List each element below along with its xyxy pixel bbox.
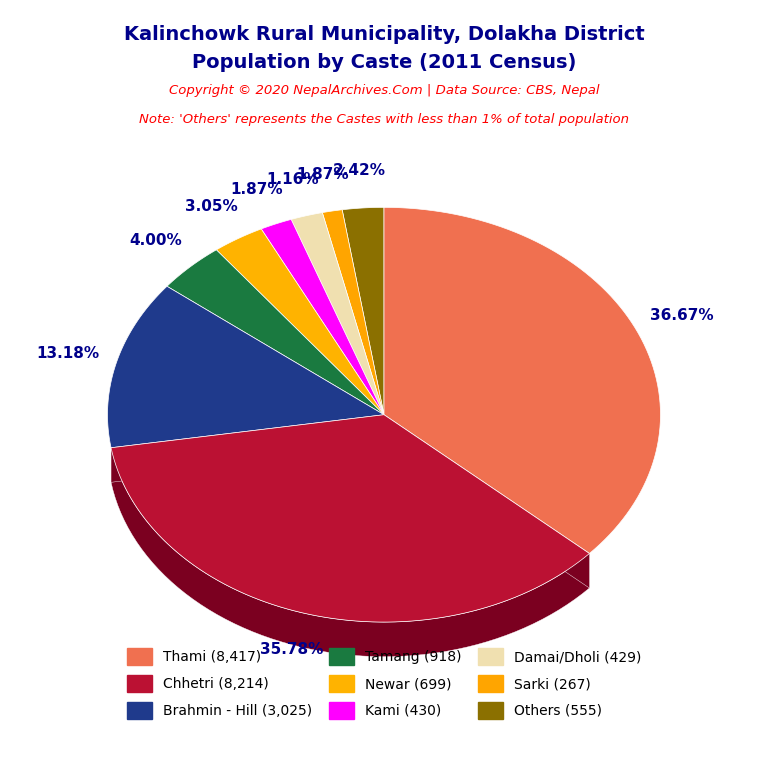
Text: 4.00%: 4.00% — [129, 233, 181, 248]
Polygon shape — [343, 207, 384, 415]
Text: Kalinchowk Rural Municipality, Dolakha District: Kalinchowk Rural Municipality, Dolakha D… — [124, 25, 644, 44]
Polygon shape — [111, 448, 589, 657]
Polygon shape — [111, 415, 589, 622]
Text: 35.78%: 35.78% — [260, 642, 323, 657]
Text: 1.87%: 1.87% — [296, 167, 349, 182]
Text: 36.67%: 36.67% — [650, 308, 714, 323]
Text: Population by Caste (2011 Census): Population by Caste (2011 Census) — [192, 54, 576, 72]
Polygon shape — [261, 220, 384, 415]
Polygon shape — [108, 286, 384, 448]
Text: 1.16%: 1.16% — [266, 172, 319, 187]
Text: 13.18%: 13.18% — [37, 346, 100, 361]
Polygon shape — [323, 210, 384, 415]
Text: 2.42%: 2.42% — [333, 164, 386, 178]
Legend: Thami (8,417), Chhetri (8,214), Brahmin - Hill (3,025), Tamang (918), Newar (699: Thami (8,417), Chhetri (8,214), Brahmin … — [127, 648, 641, 719]
Polygon shape — [291, 213, 384, 415]
Text: Note: 'Others' represents the Castes with less than 1% of total population: Note: 'Others' represents the Castes wit… — [139, 113, 629, 125]
Polygon shape — [384, 207, 660, 554]
Text: 3.05%: 3.05% — [186, 200, 238, 214]
Polygon shape — [217, 229, 384, 415]
Polygon shape — [167, 250, 384, 415]
Text: 1.87%: 1.87% — [230, 182, 283, 197]
Text: Copyright © 2020 NepalArchives.Com | Data Source: CBS, Nepal: Copyright © 2020 NepalArchives.Com | Dat… — [169, 84, 599, 97]
Polygon shape — [111, 415, 384, 482]
Polygon shape — [384, 415, 589, 588]
